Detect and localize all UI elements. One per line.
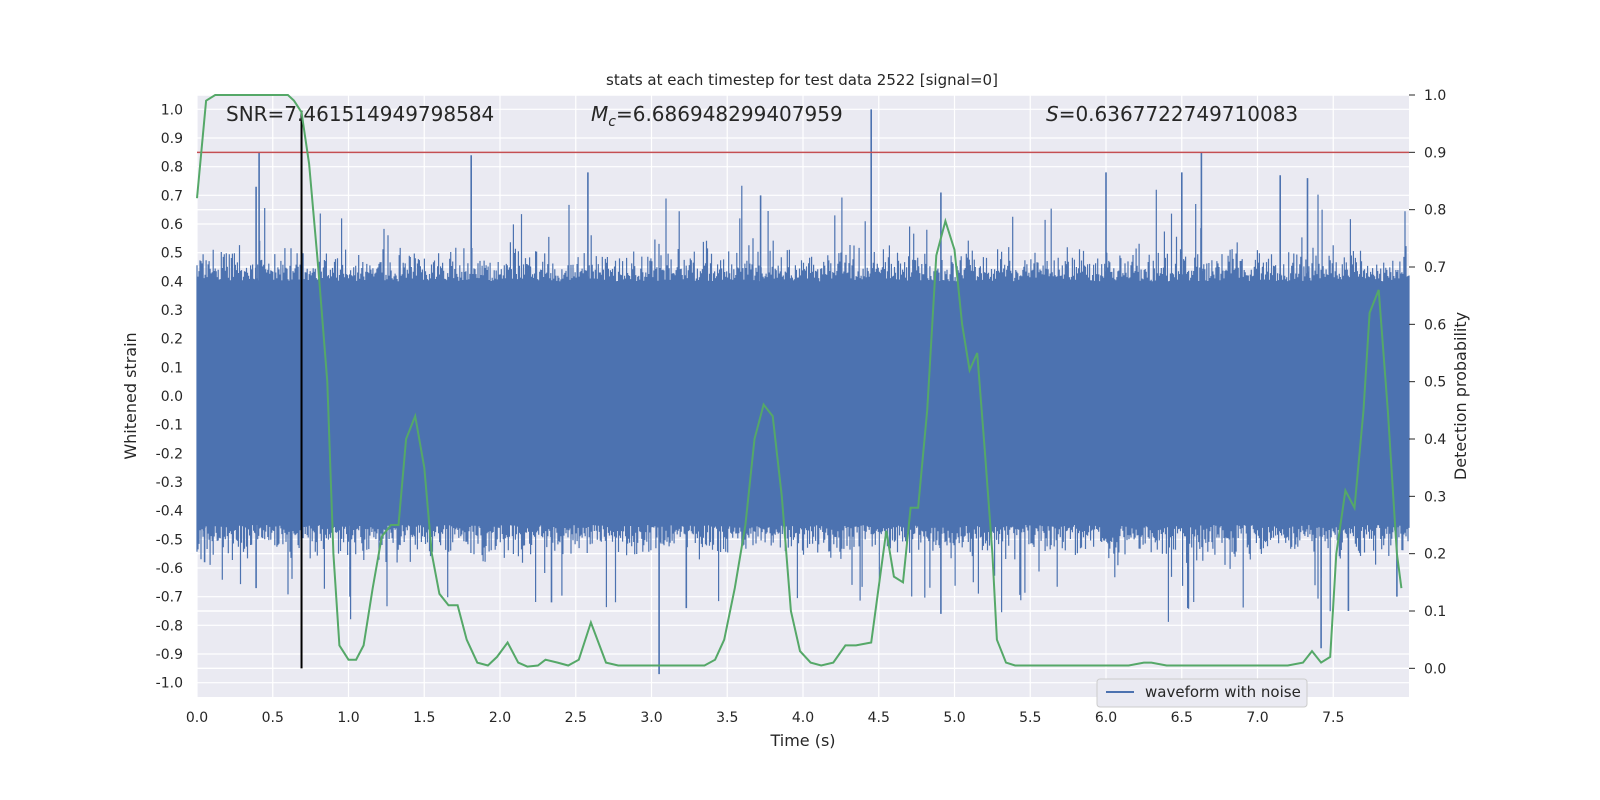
chart-title: stats at each timestep for test data 252… — [606, 71, 998, 89]
left-y-tick-label: 0.4 — [161, 274, 183, 290]
x-tick-label: 1.5 — [413, 710, 435, 726]
left-y-axis-ticks: 1.0 0.9 0.8 0.7 0.6 0.5 0.4 0.3 0.2 0.1 0.0 -0.1 -0.… — [156, 102, 183, 691]
x-tick-label: 7.0 — [1246, 710, 1268, 726]
x-tick-label: 2.0 — [489, 710, 511, 726]
left-y-tick-label: 0.5 — [161, 246, 183, 262]
x-tick-label: 6.5 — [1171, 710, 1193, 726]
x-axis-label: Time (s) — [769, 731, 835, 750]
left-y-tick-label: -1.0 — [156, 676, 183, 692]
right-y-tick-label: 0.0 — [1424, 661, 1446, 677]
x-tick-label: 4.5 — [868, 710, 890, 726]
left-y-tick-label: 0.1 — [161, 360, 183, 376]
right-y-tick-label: 0.1 — [1424, 604, 1446, 620]
right-y-tick-label: 0.8 — [1424, 203, 1446, 219]
left-y-tick-label: 0.6 — [161, 217, 183, 233]
legend: waveform with noise — [1096, 678, 1308, 708]
score-symbol: S — [1046, 102, 1059, 126]
chirp-mass-annotation: Mc=6.686948299407959 — [591, 102, 843, 130]
right-y-tick-label: 0.2 — [1424, 547, 1446, 563]
detection-probability-series — [196, 94, 1403, 668]
chirp-mass-value: =6.686948299407959 — [616, 102, 843, 126]
waveform-body — [196, 185, 1410, 622]
left-y-tick-label: -0.5 — [156, 532, 183, 548]
right-y-axis-label: Detection probability — [1451, 312, 1470, 480]
left-y-tick-label: -0.3 — [156, 475, 183, 491]
right-y-tick-label: 0.3 — [1424, 489, 1446, 505]
left-y-tick-label: 0.8 — [161, 160, 183, 176]
right-y-tick-label: 0.7 — [1424, 260, 1446, 276]
left-y-tick-label: -0.7 — [156, 590, 183, 606]
right-y-tick-label: 0.9 — [1424, 145, 1446, 161]
left-y-tick-label: -0.2 — [156, 446, 183, 462]
x-tick-label: 0.0 — [186, 710, 208, 726]
x-axis-ticks: 0.0 0.5 1.0 1.5 2.0 2.5 3.0 3.5 4.0 4.5 5.0 5.5 6.0 6… — [186, 710, 1345, 726]
left-y-tick-label: 0.3 — [161, 303, 183, 319]
legend-box — [1096, 678, 1308, 708]
left-y-tick-label: -0.1 — [156, 418, 183, 434]
left-y-tick-label: 0.0 — [161, 389, 183, 405]
left-y-tick-label: -0.8 — [156, 618, 183, 634]
x-tick-label: 7.5 — [1322, 710, 1344, 726]
left-y-tick-label: 0.7 — [161, 188, 183, 204]
right-y-tick-label: 0.5 — [1424, 375, 1446, 391]
x-tick-label: 0.5 — [262, 710, 284, 726]
legend-label: waveform with noise — [1145, 683, 1301, 701]
x-tick-label: 3.0 — [640, 710, 662, 726]
right-y-axis-ticks: 1.0 0.9 0.8 0.7 0.6 0.5 0.4 0.3 0.2 0.1 0.0 — [1409, 88, 1446, 677]
right-y-tick-label: 0.4 — [1424, 432, 1446, 448]
x-tick-label: 5.5 — [1019, 710, 1041, 726]
x-tick-label: 4.0 — [792, 710, 814, 726]
waveform-with-noise-series — [196, 109, 1410, 675]
left-y-tick-label: -0.6 — [156, 561, 183, 577]
snr-annotation: SNR=7.461514949798584 — [226, 102, 494, 126]
x-tick-label: 3.5 — [716, 710, 738, 726]
left-y-tick-label: -0.4 — [156, 504, 183, 520]
x-tick-label: 2.5 — [565, 710, 587, 726]
left-y-axis-label: Whitened strain — [121, 332, 140, 459]
chirp-mass-symbol: M — [591, 102, 608, 126]
right-y-tick-label: 1.0 — [1424, 88, 1446, 104]
score-value: =0.6367722749710083 — [1059, 102, 1298, 126]
score-annotation: S=0.6367722749710083 — [1046, 102, 1298, 126]
left-y-tick-label: 0.9 — [161, 131, 183, 147]
chirp-mass-subscript: c — [608, 114, 616, 130]
x-tick-label: 1.0 — [337, 710, 359, 726]
x-tick-label: 6.0 — [1095, 710, 1117, 726]
left-y-tick-label: -0.9 — [156, 647, 183, 663]
x-tick-label: 5.0 — [943, 710, 965, 726]
left-y-tick-label: 1.0 — [161, 102, 183, 118]
right-y-tick-label: 0.6 — [1424, 317, 1446, 333]
left-y-tick-label: 0.2 — [161, 332, 183, 348]
